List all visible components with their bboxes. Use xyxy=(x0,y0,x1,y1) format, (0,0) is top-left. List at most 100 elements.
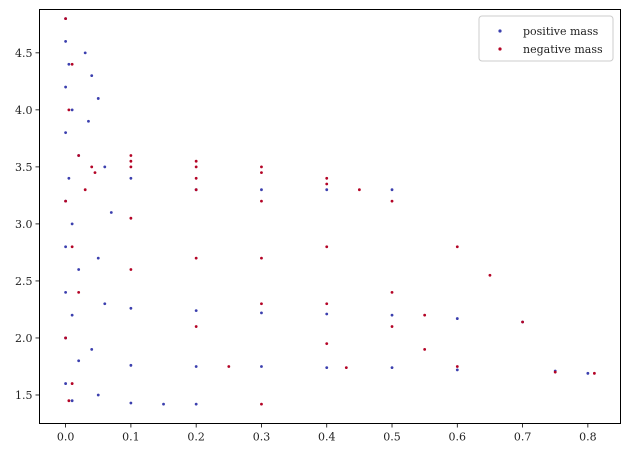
positive-mass-point xyxy=(325,188,329,192)
negative-mass-point xyxy=(521,320,524,324)
positive-mass-point xyxy=(109,211,113,214)
negative-mass-point xyxy=(227,365,231,368)
positive-mass-point xyxy=(64,131,68,135)
negative-mass-point xyxy=(129,159,133,163)
ticks-layer: 0.0 0.1 0.2 0.3 0.4 0.5 0.6 0.7 0.8 1.5 2.0 2.5 3.0 3… xyxy=(15,47,597,444)
positive-mass-point xyxy=(390,366,394,370)
negative-mass-point xyxy=(129,165,133,169)
positive-mass-point xyxy=(87,119,90,123)
y-tick-label: 4.0 xyxy=(15,104,33,117)
x-tick-label: 0.7 xyxy=(514,431,532,444)
legend-label-positive: positive mass xyxy=(523,25,599,38)
negative-mass-point xyxy=(553,370,557,374)
x-tick-label: 0.2 xyxy=(187,431,205,444)
legend-box xyxy=(478,15,614,62)
negative-mass-point xyxy=(194,256,198,260)
legend-marker-negative xyxy=(498,47,502,51)
x-tick-label: 0.1 xyxy=(122,431,140,444)
positive-mass-point xyxy=(455,317,459,320)
positive-mass-point xyxy=(70,313,74,317)
negative-mass-point xyxy=(70,382,74,385)
x-tick-label: 0.8 xyxy=(579,431,597,444)
positive-mass-point xyxy=(325,366,329,370)
x-tick-label: 0.0 xyxy=(57,431,75,444)
positive-mass-point xyxy=(70,108,74,112)
positive-mass-point xyxy=(64,85,68,89)
x-tick-label: 0.6 xyxy=(449,431,467,444)
y-tick-label: 2.0 xyxy=(15,332,33,345)
negative-mass-point xyxy=(83,188,87,192)
negative-mass-point xyxy=(423,313,427,317)
positive-mass-point xyxy=(260,311,263,315)
axes-frame xyxy=(39,9,621,424)
positive-mass-point xyxy=(103,165,107,169)
negative-mass-point xyxy=(260,165,263,169)
positive-mass-point xyxy=(129,176,133,180)
positive-mass-point xyxy=(64,245,68,249)
y-tick-label: 3.0 xyxy=(15,218,33,231)
negative-mass-point xyxy=(260,199,263,203)
y-tick-label: 2.5 xyxy=(15,275,33,288)
negative-mass-point xyxy=(194,159,198,163)
y-tick-label: 3.5 xyxy=(15,161,33,174)
negative-mass-point xyxy=(129,268,133,271)
negative-mass-point xyxy=(423,347,427,351)
legend-label-negative: negative mass xyxy=(523,43,603,56)
negative-mass-point xyxy=(70,62,74,66)
positive-mass-point xyxy=(325,312,329,316)
negative-mass-point xyxy=(64,336,68,340)
positive-mass-point xyxy=(70,222,74,226)
negative-mass-point xyxy=(260,256,263,260)
positive-mass-point xyxy=(260,188,263,192)
negative-mass-point xyxy=(67,108,71,112)
negative-mass-point xyxy=(455,245,459,249)
positive-mass-point xyxy=(260,365,263,368)
y-tick-label: 1.5 xyxy=(15,389,33,402)
negative-mass-point xyxy=(64,17,68,21)
negative-mass-point xyxy=(357,188,361,192)
x-tick-label: 0.4 xyxy=(318,431,336,444)
negative-mass-point xyxy=(260,402,263,406)
x-tick-label: 0.3 xyxy=(253,431,271,444)
positive-mass-point xyxy=(390,188,394,192)
positive-mass-point xyxy=(67,176,71,180)
y-tick-label: 4.5 xyxy=(15,47,33,60)
negative-mass-point xyxy=(325,176,329,180)
positive-mass-point xyxy=(194,309,198,312)
positive-mass-point xyxy=(64,382,68,385)
negative-mass-point xyxy=(194,165,198,169)
positive-mass-point xyxy=(129,363,133,367)
positive-mass-point xyxy=(64,40,68,43)
negative-mass-point xyxy=(325,182,329,186)
positive-mass-point xyxy=(455,368,459,372)
negative-mass-point xyxy=(90,165,94,169)
negative-mass-point xyxy=(194,325,198,328)
negative-mass-point xyxy=(455,365,459,368)
negative-mass-point xyxy=(70,245,74,249)
positive-mass-point xyxy=(83,51,87,55)
negative-mass-point xyxy=(344,366,348,370)
positive-mass-point xyxy=(90,347,94,351)
positive-mass-point xyxy=(90,74,94,78)
points-layer xyxy=(64,17,596,406)
negative-mass-point xyxy=(592,371,596,375)
negative-mass-point xyxy=(194,176,198,180)
positive-mass-point xyxy=(390,313,394,317)
positive-mass-point xyxy=(129,306,133,310)
negative-mass-point xyxy=(488,273,492,277)
negative-mass-point xyxy=(325,302,329,306)
positive-mass-point xyxy=(70,399,74,403)
negative-mass-point xyxy=(390,199,394,203)
negative-mass-point xyxy=(260,302,263,306)
positive-mass-point xyxy=(129,401,133,405)
negative-mass-point xyxy=(325,245,329,249)
positive-mass-point xyxy=(103,302,107,306)
negative-mass-point xyxy=(325,342,329,346)
x-tick-label: 0.5 xyxy=(383,431,401,444)
negative-mass-point xyxy=(77,154,81,157)
negative-mass-point xyxy=(194,188,198,192)
negative-mass-point xyxy=(129,154,133,157)
positive-mass-point xyxy=(77,359,81,363)
positive-mass-point xyxy=(67,62,71,66)
